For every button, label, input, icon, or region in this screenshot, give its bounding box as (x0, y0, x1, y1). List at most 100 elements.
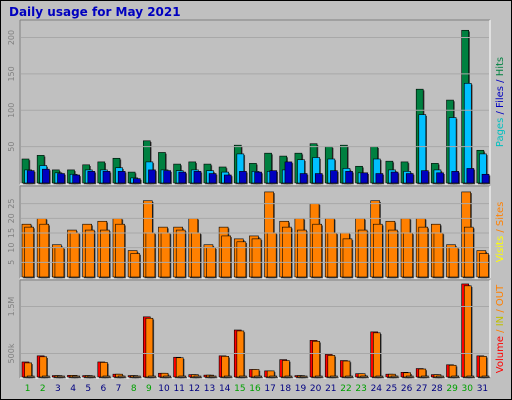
tick-label: 1.5M (7, 297, 16, 317)
bar-sites-day-16 (251, 238, 262, 278)
tick-label: 200 (7, 30, 16, 45)
bar-sites-day-7 (115, 223, 125, 278)
bar-in-day-5 (87, 375, 96, 378)
day-label-7: 7 (116, 384, 122, 394)
day-label-8: 8 (131, 384, 137, 394)
bar-in-day-3 (57, 375, 65, 378)
bar-sites-day-6 (100, 229, 110, 278)
bar-in-day-25 (390, 375, 399, 378)
bar-pages-day-1 (26, 170, 35, 184)
bar-sites-day-4 (69, 232, 80, 278)
bar-shadow (437, 377, 445, 379)
bar-in-day-28 (436, 375, 444, 378)
day-label-27: 27 (416, 384, 427, 394)
bar-shadow (331, 377, 339, 379)
bar-shadow (225, 377, 233, 379)
bar-in-day-6 (102, 375, 111, 378)
day-label-21: 21 (325, 384, 336, 394)
bar-in-day-27 (421, 375, 429, 378)
tick-label: 500k (7, 343, 16, 363)
bar-pages-day-3 (57, 173, 65, 184)
bar-in-day-7 (117, 375, 126, 378)
bar-sites-day-28 (433, 232, 444, 278)
bar-pages-day-15 (239, 171, 247, 184)
day-label-11: 11 (173, 384, 184, 394)
legend-panel-1: Pages / Files / Hits (495, 57, 506, 147)
bar-out-day-31 (479, 356, 487, 378)
bar-out-day-11 (175, 357, 184, 378)
bar-pages-day-22 (345, 171, 353, 184)
day-label-24: 24 (371, 384, 383, 394)
day-label-26: 26 (401, 384, 413, 394)
bar-sites-day-30 (463, 226, 474, 278)
day-label-14: 14 (219, 384, 231, 394)
bar-shadow (422, 377, 430, 379)
bar-in-day-21 (330, 375, 338, 378)
bar-pages-day-6 (102, 171, 111, 184)
bar-shadow (361, 377, 369, 379)
panel-1 (20, 20, 490, 184)
bar-shadow (195, 377, 203, 379)
bar-in-day-30 (466, 375, 475, 378)
day-label-19: 19 (295, 384, 307, 394)
bar-in-day-22 (345, 375, 353, 378)
legend-panel-3: Volume / IN / OUT (495, 284, 506, 373)
bar-out-day-20 (312, 340, 320, 378)
legend-entry: / (495, 226, 506, 236)
bar-out-day-21 (327, 355, 336, 378)
bar-pages-day-16 (254, 171, 262, 184)
bar-shadow (43, 377, 51, 379)
bar-in-day-10 (163, 375, 171, 378)
bar-in-day-15 (239, 375, 247, 378)
day-label-22: 22 (340, 384, 351, 394)
bar-pages-day-19 (299, 173, 308, 184)
bar-pages-day-24 (375, 173, 384, 184)
bar-shadow (392, 377, 400, 379)
bar-out-day-9 (145, 317, 154, 378)
bar-pages-day-8 (133, 178, 141, 184)
bar-out-day-6 (100, 362, 108, 378)
bar-sites-day-27 (418, 226, 429, 278)
bar-in-day-18 (284, 375, 293, 378)
bar-pages-day-17 (269, 170, 278, 184)
bar-pages-day-30 (466, 168, 475, 184)
bar-in-day-29 (451, 375, 460, 378)
bar-sites-day-14 (221, 235, 231, 278)
legend-entry: / (495, 76, 506, 86)
bar-shadow (270, 377, 278, 379)
bar-pages-day-18 (284, 161, 293, 184)
tick-label: 100 (7, 103, 16, 118)
tick-label: 15 (7, 228, 16, 238)
day-label-3: 3 (55, 384, 61, 394)
tick-label: 10 (7, 243, 16, 253)
bar-in-day-26 (405, 375, 414, 378)
bar-shadow (316, 377, 324, 379)
legend-entry: Pages (495, 118, 506, 147)
bar-in-day-4 (72, 375, 80, 378)
legend-entry: Visits (495, 236, 506, 263)
bar-pages-day-29 (451, 171, 460, 184)
bar-in-day-14 (223, 375, 232, 378)
day-label-1: 1 (25, 384, 31, 394)
bar-in-day-31 (481, 375, 490, 378)
bar-sites-day-5 (84, 229, 95, 278)
bar-shadow (134, 377, 142, 379)
day-label-13: 13 (204, 384, 215, 394)
bar-in-day-20 (314, 375, 323, 378)
bar-pages-day-27 (421, 170, 429, 184)
bar-pages-day-21 (330, 170, 338, 184)
legend-entry: Volume (495, 336, 506, 373)
bar-sites-day-31 (479, 253, 489, 278)
bar-shadow (377, 377, 385, 379)
bar-shadow (28, 377, 36, 379)
legend-entry: IN (495, 316, 506, 326)
day-label-6: 6 (101, 384, 107, 394)
bar-sites-day-9 (145, 232, 156, 278)
bar-sites-day-8 (130, 253, 141, 278)
chart-title: Daily usage for May 2021 (9, 5, 181, 19)
day-label-2: 2 (40, 384, 46, 394)
bar-pages-day-2 (42, 168, 50, 184)
bar-sites-day-18 (282, 226, 292, 278)
bar-pages-day-31 (481, 173, 490, 184)
